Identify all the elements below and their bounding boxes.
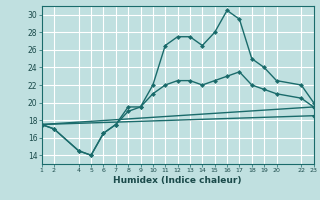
X-axis label: Humidex (Indice chaleur): Humidex (Indice chaleur) — [113, 176, 242, 185]
